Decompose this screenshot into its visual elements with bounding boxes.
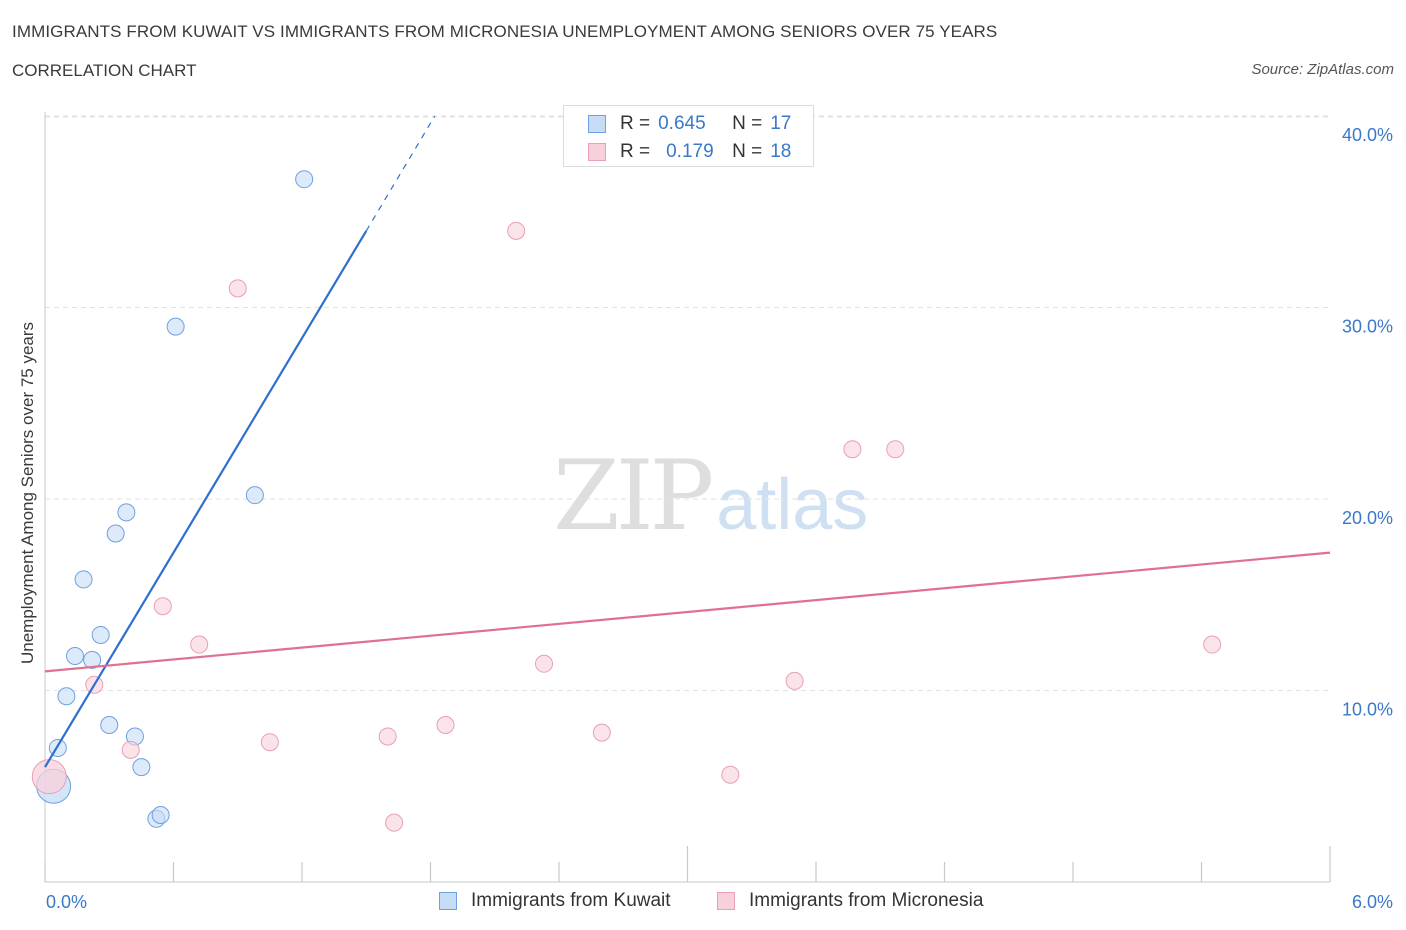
watermark-zip: ZIP	[553, 440, 714, 552]
bottom-legend-label-kuwait: Immigrants from Kuwait	[471, 890, 671, 911]
legend-n-label: N =	[732, 141, 763, 162]
legend-swatch-kuwait	[588, 115, 606, 133]
micronesia-point	[378, 727, 397, 746]
legend-n-label: N =	[732, 113, 763, 134]
y-tick-label: 30.0%	[1342, 317, 1393, 337]
micronesia-point	[843, 440, 862, 459]
legend-r-value: 0.179	[666, 141, 714, 162]
micronesia-point	[228, 279, 247, 298]
bottom-legend-label-micronesia: Immigrants from Micronesia	[749, 890, 984, 911]
kuwait-point	[100, 715, 119, 734]
micronesia-point	[385, 813, 404, 832]
watermark: ZIPatlas	[553, 440, 868, 552]
micronesia-point	[436, 715, 455, 734]
source-credit: Source: ZipAtlas.com	[1251, 61, 1394, 78]
micronesia-point	[1203, 635, 1222, 654]
bottom-legend-swatch-kuwait	[439, 892, 457, 910]
kuwait-point	[151, 805, 170, 824]
bottom-legend-swatch-micronesia	[717, 892, 735, 910]
micronesia-trend-line	[44, 551, 1331, 673]
micronesia-point	[190, 635, 209, 654]
kuwait-point	[57, 687, 76, 706]
legend-r-label: R =	[620, 141, 651, 162]
kuwait-point	[166, 317, 185, 336]
kuwait-point	[295, 170, 314, 189]
legend-row-micronesia: R = 0.179 N = 18	[588, 141, 791, 163]
micronesia-point	[31, 759, 67, 795]
kuwait-point	[245, 486, 264, 505]
micronesia-point	[507, 221, 526, 240]
x-tick-label: 6.0%	[1352, 892, 1393, 912]
legend-swatch-micronesia	[588, 143, 606, 161]
kuwait-point	[132, 758, 151, 777]
kuwait-trend-line	[44, 230, 368, 768]
kuwait-point	[106, 524, 125, 543]
y-tick-label: 40.0%	[1342, 125, 1393, 145]
micronesia-point	[153, 597, 172, 616]
micronesia-point	[535, 654, 554, 673]
x-tick-label: 0.0%	[46, 892, 87, 912]
kuwait-point	[91, 625, 110, 644]
micronesia-point	[785, 671, 804, 690]
kuwait-point	[65, 647, 84, 666]
legend-n-value: 17	[770, 113, 792, 134]
legend-r-label: R =	[620, 113, 651, 134]
kuwait-point	[117, 503, 136, 522]
legend-r-value: 0.645	[658, 113, 706, 134]
kuwait-trend-extension	[365, 115, 436, 232]
legend-n-value: 18	[770, 141, 792, 162]
kuwait-point	[83, 650, 102, 669]
y-axis-label: Unemployment Among Seniors over 75 years	[18, 321, 37, 665]
micronesia-point	[260, 733, 279, 752]
chart-title: IMMIGRANTS FROM KUWAIT VS IMMIGRANTS FRO…	[12, 22, 998, 41]
correlation-legend: R = 0.645 N = 17 R = 0.179 N = 18	[563, 105, 814, 167]
chart-subtitle: CORRELATION CHART	[12, 61, 197, 80]
y-tick-label: 10.0%	[1342, 700, 1393, 720]
kuwait-point	[74, 570, 93, 589]
y-tick-label: 20.0%	[1342, 508, 1393, 528]
watermark-atlas: atlas	[716, 465, 869, 545]
bottom-legend-micronesia: Immigrants from Micronesia	[717, 890, 983, 912]
micronesia-point	[592, 723, 611, 742]
micronesia-point	[121, 740, 140, 759]
micronesia-point	[721, 765, 740, 784]
legend-row-kuwait: R = 0.645 N = 17	[588, 113, 791, 135]
micronesia-point	[886, 440, 905, 459]
bottom-legend-kuwait: Immigrants from Kuwait	[439, 890, 671, 912]
